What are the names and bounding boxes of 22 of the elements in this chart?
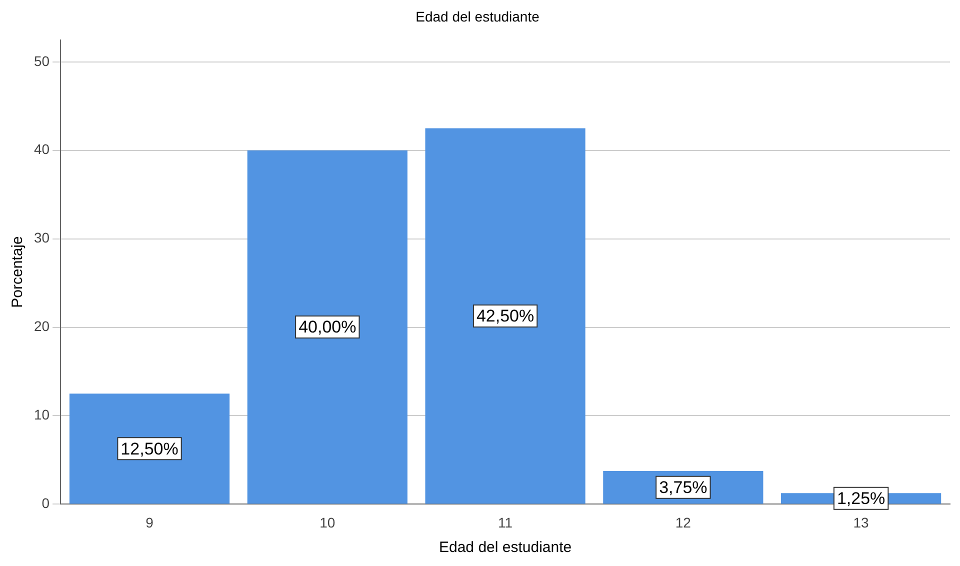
x-tick-label: 11 — [498, 514, 513, 530]
y-tick-label: 40 — [34, 141, 50, 158]
data-label: 1,25% — [836, 489, 886, 508]
y-axis-title: Porcentaje — [9, 236, 26, 308]
x-axis-title: Edad del estudiante — [438, 539, 572, 556]
y-tick-label: 50 — [34, 52, 50, 69]
x-tick-label: 10 — [320, 514, 336, 530]
y-tick-label: 10 — [34, 406, 50, 423]
x-tick-label: 13 — [853, 514, 870, 530]
chart-title: Edad del estudiante — [416, 8, 540, 24]
data-label: 42,50% — [476, 306, 534, 326]
x-tick-label: 12 — [675, 514, 692, 530]
y-tick-label: 0 — [42, 495, 50, 512]
bar — [247, 150, 408, 504]
y-tick-label: 20 — [34, 318, 50, 334]
bar — [69, 394, 230, 504]
data-label: 3,75% — [659, 478, 708, 498]
x-tick-label: 9 — [146, 514, 154, 530]
data-label: 12,50% — [120, 439, 178, 458]
y-tick-label: 30 — [34, 230, 50, 246]
data-label: 40,00% — [298, 318, 356, 337]
bar — [425, 128, 586, 504]
